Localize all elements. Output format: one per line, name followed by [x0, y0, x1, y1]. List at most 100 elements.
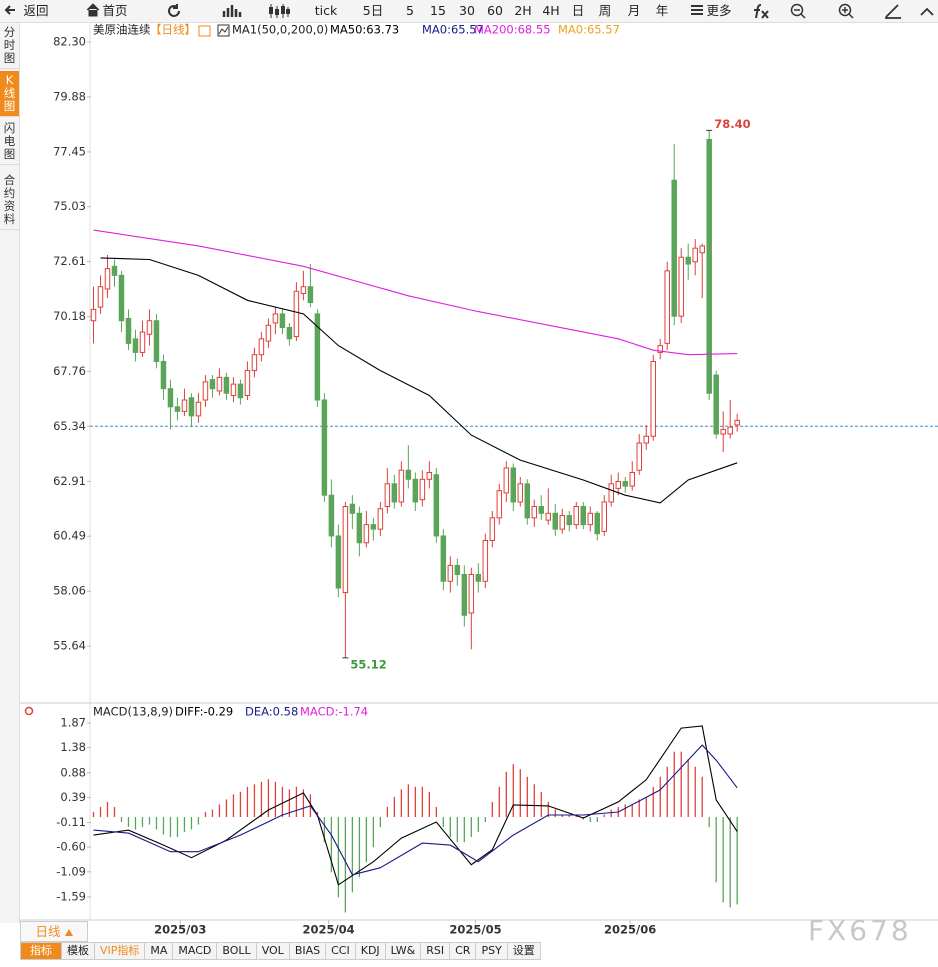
indicator-line	[93, 744, 738, 876]
y-tick-label: 62.91	[53, 474, 86, 488]
candle-body	[678, 256, 684, 317]
toolbar-button[interactable]: 2H	[514, 3, 532, 18]
y-tick-label: 75.03	[53, 199, 86, 213]
toolbar-button[interactable]: 月	[627, 3, 641, 18]
toolbar-button[interactable]: 日	[571, 3, 585, 18]
candle-body	[643, 435, 649, 444]
refresh-icon[interactable]	[166, 3, 182, 19]
indicator-tab[interactable]: MACD	[173, 942, 218, 960]
candle-body	[279, 313, 286, 329]
candle-body	[468, 573, 475, 614]
candle-body	[216, 376, 223, 392]
draw-icon[interactable]	[884, 3, 902, 19]
candle-body	[545, 512, 552, 521]
indicator-tab[interactable]: 设置	[507, 942, 541, 960]
candle-body	[566, 515, 573, 526]
legend-entry: MA0:65.57	[422, 23, 484, 37]
candle-body	[342, 505, 349, 594]
y-tick-label: 58.06	[53, 584, 86, 598]
toolbar-button[interactable]: 4H	[542, 3, 560, 18]
sidebar-tab[interactable]: 分时图	[0, 23, 19, 69]
candle-body	[349, 503, 356, 514]
macd-icon[interactable]	[24, 706, 34, 716]
indicator-tab[interactable]: LW&	[385, 942, 422, 960]
toolbar-button[interactable]: 返回	[23, 3, 49, 18]
toolbar-button[interactable]: 5日	[362, 3, 384, 18]
indicator-tab[interactable]: CR	[450, 942, 477, 960]
y-tick-label: 1.87	[60, 716, 86, 730]
candle-body	[622, 481, 628, 487]
candle-body	[188, 397, 195, 417]
candle-icon[interactable]	[268, 3, 290, 19]
indicator-tab[interactable]: BIAS	[289, 942, 327, 960]
back-icon[interactable]	[4, 3, 16, 17]
menu-icon[interactable]	[690, 3, 704, 17]
toolbar: 返回 首页 tick 5日 5 15 30 60 2H 4H 日周月年 更多	[0, 0, 938, 23]
candle-body	[573, 505, 580, 526]
sidebar-tab[interactable]: 闪电图	[0, 119, 19, 165]
candle-body	[237, 383, 244, 399]
toolbar-button[interactable]: 首页	[102, 3, 128, 18]
toolbar-button[interactable]: 15	[430, 3, 446, 18]
x-tick-label: 2025/06	[604, 923, 656, 937]
y-tick-label: -1.09	[56, 864, 86, 878]
zoom-out-icon[interactable]	[790, 3, 806, 19]
home-icon[interactable]	[86, 3, 100, 17]
y-tick-label: 0.39	[60, 790, 86, 804]
toolbar-button[interactable]: 年	[655, 3, 669, 18]
indicator-icon[interactable]	[217, 24, 230, 37]
indicator-tab[interactable]: MA	[145, 942, 174, 960]
candle-body	[664, 270, 670, 344]
candle-body	[97, 286, 104, 308]
sidebar-tab[interactable]: 合约资料	[0, 171, 19, 230]
candle-body	[461, 573, 468, 616]
candle-body	[685, 256, 691, 265]
watermark: FX678	[808, 914, 912, 947]
candle-body	[111, 265, 118, 276]
expand-icon[interactable]	[920, 3, 936, 19]
candle-body	[377, 508, 384, 530]
indicator-tab[interactable]: KDJ	[355, 942, 386, 960]
toolbar-button[interactable]: 周	[598, 3, 612, 18]
period-button[interactable]: 日线	[20, 921, 88, 942]
candle-body	[321, 399, 328, 496]
indicator-line	[93, 725, 738, 886]
toolbar-button[interactable]: tick	[314, 3, 338, 18]
candle-body	[657, 345, 663, 353]
toolbar-button[interactable]: 30	[459, 3, 475, 18]
candle-body	[405, 469, 412, 480]
indicator-tab[interactable]: VIP指标	[95, 942, 146, 960]
indicator-tab[interactable]: BOLL	[217, 942, 257, 960]
candle-body	[734, 419, 740, 426]
candle-body	[293, 290, 300, 338]
indicator-tab[interactable]: RSI	[421, 942, 451, 960]
toolbar-button[interactable]: 5	[406, 3, 414, 18]
zoom-in-icon[interactable]	[838, 3, 854, 19]
candle-body	[713, 374, 719, 435]
indicator-tab[interactable]: CCI	[326, 942, 356, 960]
chart-type-icon[interactable]	[222, 3, 242, 19]
toolbar-button[interactable]: 60	[487, 3, 503, 18]
candle-body	[412, 478, 419, 503]
indicator-tab[interactable]: 指标	[20, 942, 62, 960]
indicator-tab[interactable]: VOL	[256, 942, 290, 960]
candle-body	[615, 481, 621, 489]
chart-title: 美原油连续	[93, 23, 151, 37]
candle-body	[594, 512, 600, 535]
candle-body	[118, 274, 125, 322]
legend-entry: MACD:-1.74	[300, 705, 368, 719]
candle-body	[426, 472, 433, 480]
settings-icon[interactable]	[198, 25, 211, 37]
toolbar-button[interactable]: 更多	[706, 3, 732, 18]
candle-body	[601, 501, 607, 532]
candle-body	[265, 324, 272, 342]
indicator-tab[interactable]: 模板	[62, 942, 95, 960]
indicator-tab[interactable]: PSY	[476, 942, 508, 960]
candle-body	[608, 483, 614, 503]
fx-icon[interactable]	[752, 3, 772, 19]
candle-body	[580, 505, 587, 526]
candle-body	[146, 320, 153, 335]
